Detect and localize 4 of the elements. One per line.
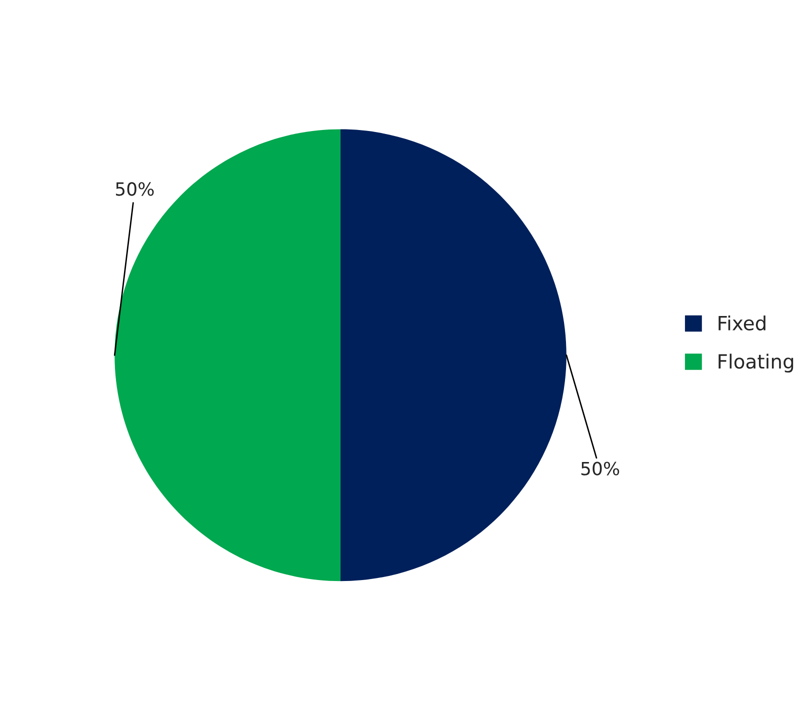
legend-label: Fixed	[718, 315, 766, 330]
legend-label: Floating	[718, 354, 794, 373]
data-label: 50%	[116, 182, 154, 196]
data-label: 50%	[581, 462, 620, 476]
